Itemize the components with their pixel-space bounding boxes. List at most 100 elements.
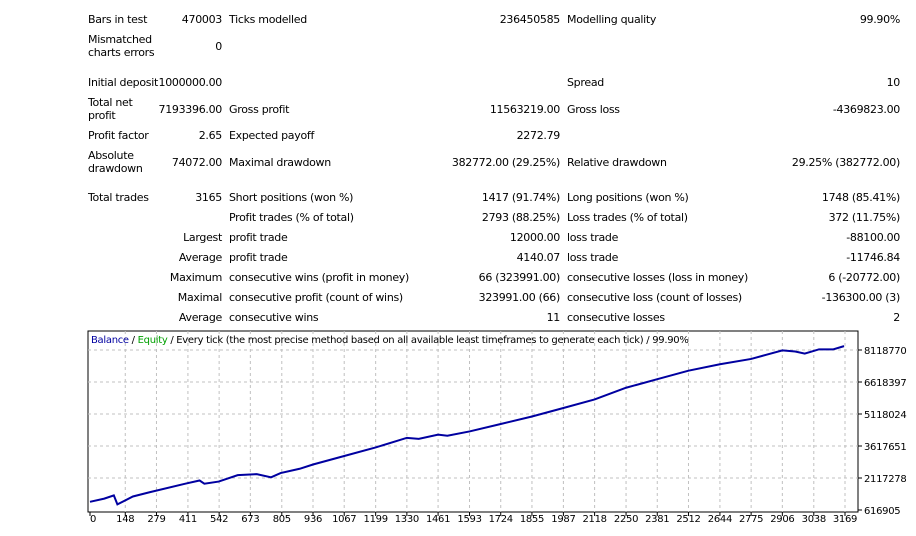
label-c2-row11: consecutive profit (count of wins) (229, 291, 403, 304)
value-v3-row10: 6 (-20772.00) (828, 271, 900, 284)
value-v3-row0: 99.90% (859, 13, 900, 26)
label-c3-row9: loss trade (567, 251, 619, 264)
value-v1-row4: 2.65 (198, 129, 223, 142)
legend-balance: Balance (91, 335, 129, 346)
value-v2-row7: 2793 (88.25%) (481, 211, 560, 224)
x-tick-label: 1067 (332, 514, 356, 525)
y-tick-label: 616905 (864, 506, 900, 517)
label-c2-row6: Short positions (won %) (229, 191, 354, 204)
value-v2-row3: 11563219.00 (489, 103, 560, 116)
value-v3-row12: 2 (893, 311, 900, 324)
value-v1-row10: Maximum (169, 271, 222, 284)
value-v3-row7: 372 (11.75%) (828, 211, 901, 224)
label-c2-row7: Profit trades (% of total) (229, 211, 354, 224)
value-v1-row6: 3165 (195, 191, 222, 204)
y-tick-label: 5118024 (864, 410, 906, 421)
y-tick-label: 6618397 (864, 378, 906, 389)
x-tick-label: 1855 (520, 514, 544, 525)
value-v2-row4: 2272.79 (516, 129, 561, 142)
value-v3-row3: -4369823.00 (832, 103, 900, 116)
x-tick-label: 411 (179, 514, 197, 525)
value-v1-row11: Maximal (177, 291, 223, 304)
label-c2-row0: Ticks modelled (229, 13, 307, 26)
value-v2-row12: 11 (546, 311, 561, 324)
x-tick-label: 673 (241, 514, 259, 525)
label-c2-row3: Gross profit (229, 103, 290, 116)
x-tick-label: 2250 (614, 514, 638, 525)
value-v2-row10: 66 (323991.00) (478, 271, 561, 284)
label-c3-row2: Spread (567, 76, 604, 89)
label-c3-row7: Loss trades (% of total) (567, 211, 688, 224)
x-tick-label: 2512 (676, 514, 700, 525)
value-v1-row9: Average (178, 251, 222, 264)
x-tick-label: 1593 (457, 514, 481, 525)
label-c2-row10: consecutive wins (profit in money) (229, 271, 409, 284)
label-c3-row11: consecutive loss (count of losses) (567, 291, 742, 304)
y-tick-label: 8118770 (864, 346, 906, 357)
label-c1-row0: Bars in test (88, 13, 148, 26)
value-v2-row6: 1417 (91.74%) (481, 191, 560, 204)
x-tick-label: 1461 (426, 514, 450, 525)
label-c1-row5: Absolute drawdown (88, 149, 143, 175)
value-v3-row9: -11746.84 (846, 251, 900, 264)
label-c1-row6: Total trades (88, 191, 149, 204)
value-v3-row11: -136300.00 (3) (821, 291, 901, 304)
x-tick-label: 2644 (708, 514, 732, 525)
value-v1-row2: 1000000.00 (158, 76, 223, 89)
x-tick-label: 2381 (645, 514, 669, 525)
x-tick-label: 2775 (739, 514, 763, 525)
x-tick-label: 1724 (489, 514, 513, 525)
legend-equity: Equity (138, 335, 168, 346)
x-tick-label: 0 (90, 514, 96, 525)
value-v2-row5: 382772.00 (29.25%) (451, 156, 560, 169)
label-c1-row3: Total net profit (88, 96, 133, 122)
value-v2-row8: 12000.00 (509, 231, 560, 244)
label-c2-row5: Maximal drawdown (229, 156, 331, 169)
x-tick-label: 3038 (802, 514, 826, 525)
x-tick-label: 936 (304, 514, 322, 525)
value-v3-row5: 29.25% (382772.00) (791, 156, 900, 169)
x-tick-label: 1199 (364, 514, 388, 525)
value-v1-row12: Average (178, 311, 222, 324)
value-v1-row8: Largest (183, 231, 222, 244)
balance-line (89, 345, 845, 506)
y-tick-label: 2117278 (864, 474, 906, 485)
value-v3-row2: 10 (886, 76, 901, 89)
chart-legend: Balance / Equity / Every tick (the most … (91, 335, 689, 346)
label-c3-row10: consecutive losses (loss in money) (567, 271, 749, 284)
label-c1-row4: Profit factor (88, 129, 149, 142)
value-v2-row11: 323991.00 (66) (478, 291, 561, 304)
x-tick-label: 279 (147, 514, 165, 525)
label-c3-row5: Relative drawdown (567, 156, 667, 169)
label-c1-row1: Mismatched charts errors (88, 33, 155, 59)
label-c3-row0: Modelling quality (567, 13, 657, 26)
label-c3-row3: Gross loss (567, 103, 620, 116)
value-v3-row6: 1748 (85.41%) (821, 191, 900, 204)
label-c3-row12: consecutive losses (567, 311, 665, 324)
x-tick-label: 2906 (770, 514, 794, 525)
legend-description: / Every tick (the most precise method ba… (167, 335, 688, 346)
y-tick-label: 3617651 (864, 442, 906, 453)
label-c2-row12: consecutive wins (229, 311, 319, 324)
label-c3-row6: Long positions (won %) (567, 191, 689, 204)
chart-frame (87, 330, 859, 513)
label-c2-row4: Expected payoff (229, 129, 315, 142)
x-tick-label: 1987 (551, 514, 575, 525)
value-v2-row9: 4140.07 (516, 251, 561, 264)
value-v1-row5: 74072.00 (171, 156, 222, 169)
x-tick-label: 2118 (582, 514, 606, 525)
x-tick-label: 148 (116, 514, 134, 525)
label-c3-row8: loss trade (567, 231, 619, 244)
x-tick-label: 1330 (395, 514, 419, 525)
value-v1-row3: 7193396.00 (158, 103, 223, 116)
value-v1-row1: 0 (215, 40, 222, 53)
x-tick-label: 3169 (833, 514, 857, 525)
value-v3-row8: -88100.00 (846, 231, 900, 244)
x-tick-label: 542 (210, 514, 228, 525)
value-v1-row0: 470003 (181, 13, 223, 26)
x-tick-label: 805 (273, 514, 291, 525)
value-v2-row0: 236450585 (499, 13, 561, 26)
label-c2-row8: profit trade (229, 231, 288, 244)
label-c1-row2: Initial deposit (88, 76, 158, 89)
